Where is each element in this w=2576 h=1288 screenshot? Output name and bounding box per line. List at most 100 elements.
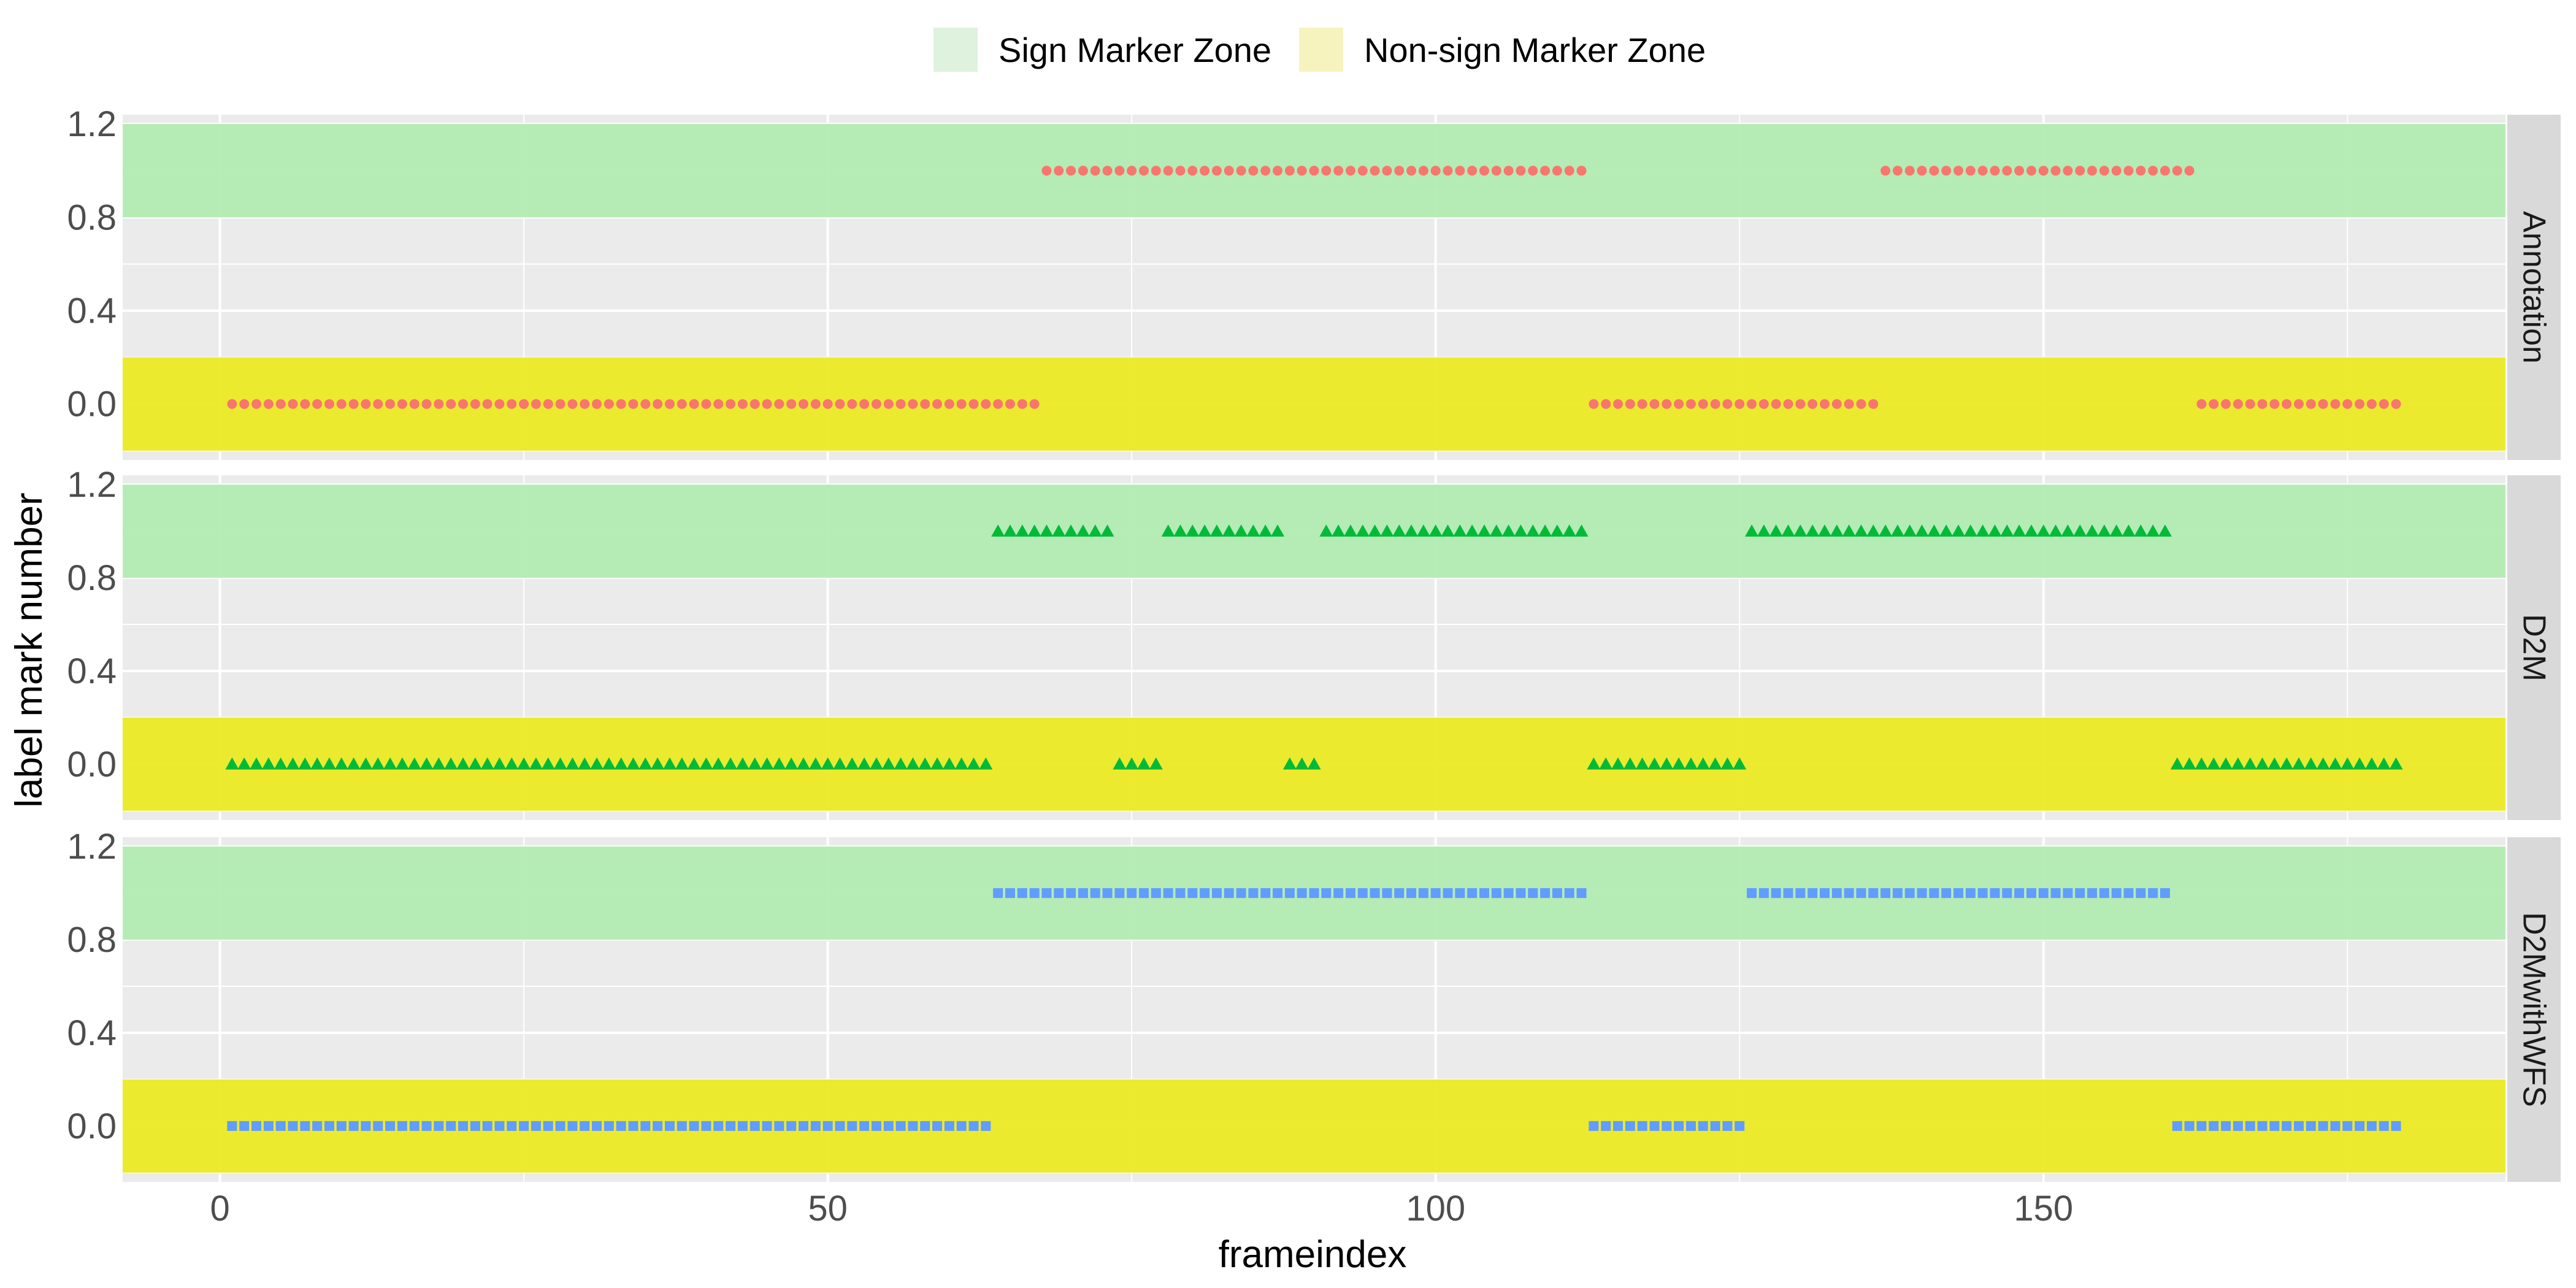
- data-point: [1880, 888, 1891, 899]
- data-point: [336, 1121, 347, 1131]
- series-annotation: [227, 166, 2401, 409]
- data-point: [1343, 524, 1357, 537]
- data-point: [300, 1121, 310, 1131]
- data-point: [1297, 166, 1307, 176]
- data-point: [1479, 166, 1489, 176]
- y-tick-label: 0.8: [67, 558, 117, 598]
- data-point: [1319, 524, 1333, 537]
- data-point: [2111, 888, 2122, 899]
- data-point: [1200, 166, 1210, 176]
- data-point: [2026, 888, 2036, 899]
- data-point: [1890, 524, 1904, 537]
- data-point: [810, 1121, 821, 1131]
- data-point: [2184, 1121, 2195, 1131]
- data-point: [2122, 524, 2136, 537]
- data-point: [1222, 524, 1236, 537]
- data-point: [1990, 166, 2000, 176]
- data-point: [1394, 166, 1405, 176]
- data-point: [529, 757, 543, 770]
- facet-strip-label: D2M: [2517, 614, 2552, 681]
- data-point: [956, 399, 967, 409]
- data-point: [1127, 166, 1137, 176]
- data-point: [968, 399, 979, 409]
- data-point: [2366, 1121, 2377, 1131]
- data-point: [1550, 524, 1564, 537]
- data-point: [1965, 888, 1976, 899]
- legend-label: Non-sign Marker Zone: [1364, 31, 1706, 69]
- data-point: [2366, 399, 2377, 409]
- data-point: [1453, 524, 1467, 537]
- y-axis-title: label mark number: [8, 493, 50, 807]
- data-point: [239, 1121, 250, 1131]
- data-point: [1880, 166, 1891, 176]
- data-point: [1747, 888, 1757, 899]
- data-point: [2172, 1121, 2182, 1131]
- data-point: [1406, 888, 1417, 899]
- data-point: [592, 399, 602, 409]
- data-point: [541, 757, 555, 770]
- data-point: [480, 757, 494, 770]
- data-point: [1443, 166, 1453, 176]
- data-point: [395, 757, 409, 770]
- data-point: [1576, 166, 1587, 176]
- data-point: [981, 1121, 991, 1131]
- data-point: [432, 757, 446, 770]
- data-point: [250, 757, 264, 770]
- data-point: [762, 1121, 772, 1131]
- data-point: [263, 399, 274, 409]
- data-point: [845, 757, 859, 770]
- legend-item: Sign Marker Zone: [933, 28, 1271, 72]
- data-point: [1139, 166, 1149, 176]
- data-point: [954, 757, 968, 770]
- data-point: [2280, 757, 2294, 770]
- data-point: [274, 757, 288, 770]
- data-point: [737, 1121, 748, 1131]
- data-point: [1953, 888, 1964, 899]
- data-point: [1976, 524, 1990, 537]
- data-point: [699, 757, 713, 770]
- data-point: [1137, 757, 1151, 770]
- data-point: [2146, 524, 2160, 537]
- data-point: [1842, 524, 1856, 537]
- data-point: [580, 1121, 590, 1131]
- data-point: [604, 399, 614, 409]
- legend-key: [933, 28, 978, 72]
- data-point: [1076, 524, 1090, 537]
- facet-strip-label: Annotation: [2517, 211, 2552, 364]
- data-point: [1514, 524, 1528, 537]
- data-point: [651, 757, 665, 770]
- data-point: [1259, 524, 1273, 537]
- data-point: [1672, 757, 1686, 770]
- facet-strip: [2507, 837, 2561, 1182]
- data-point: [2148, 888, 2158, 899]
- data-point: [881, 757, 895, 770]
- data-point: [1467, 166, 1478, 176]
- data-point: [2050, 888, 2061, 899]
- data-point: [687, 757, 701, 770]
- data-point: [1284, 166, 1295, 176]
- data-point: [689, 1121, 699, 1131]
- data-point: [1027, 524, 1041, 537]
- data-point: [664, 1121, 675, 1131]
- data-point: [592, 1121, 602, 1131]
- data-point: [724, 757, 738, 770]
- data-point: [2389, 757, 2403, 770]
- data-point: [2087, 166, 2098, 176]
- data-point: [1029, 399, 1040, 409]
- data-point: [2292, 757, 2306, 770]
- data-point: [835, 399, 845, 409]
- data-point: [494, 399, 505, 409]
- data-point: [373, 399, 383, 409]
- data-point: [894, 757, 908, 770]
- data-point: [1441, 524, 1455, 537]
- data-point: [2050, 166, 2061, 176]
- data-point: [2134, 524, 2148, 537]
- data-point: [1078, 888, 1088, 899]
- data-point: [261, 757, 275, 770]
- data-point: [1005, 399, 1015, 409]
- data-point: [1820, 888, 1830, 899]
- data-point: [1952, 524, 1966, 537]
- data-point: [1284, 888, 1295, 899]
- data-point: [1977, 888, 1988, 899]
